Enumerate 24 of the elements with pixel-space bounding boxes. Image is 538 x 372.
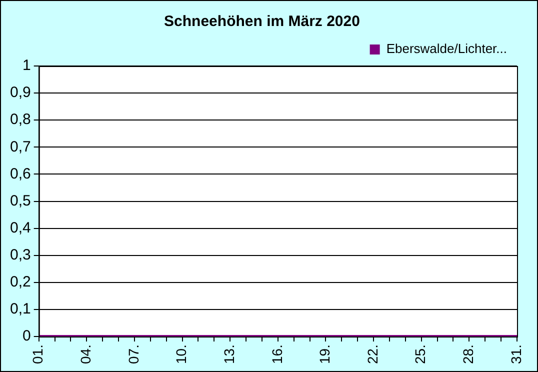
- x-tick-label: 01.: [30, 344, 46, 364]
- y-tick-label: 0,9: [10, 84, 31, 102]
- y-tick-label: 0,4: [10, 219, 31, 236]
- chart-title: Schneehöhen im März 2020: [164, 13, 360, 30]
- x-tick-label: 16.: [268, 344, 285, 364]
- legend-label: Eberswalde/Lichter...: [386, 41, 508, 56]
- x-tick-label: 31.: [508, 344, 524, 364]
- x-tick-label: 10.: [173, 344, 190, 364]
- y-tick-label: 0,6: [10, 165, 31, 182]
- y-tick-label: 0,8: [10, 111, 31, 128]
- x-tick-label: 28.: [460, 344, 476, 364]
- x-tick-label: 25.: [412, 344, 428, 364]
- y-tick-label: 0,2: [10, 274, 31, 291]
- y-tick-label: 0,3: [10, 246, 31, 264]
- y-tick-label: 0,7: [10, 138, 31, 156]
- y-tick-label: 0,1: [10, 300, 31, 318]
- y-tick-label: 0: [22, 328, 31, 345]
- x-tick-label: 22.: [364, 344, 380, 364]
- y-tick-label: 0,5: [10, 192, 31, 210]
- x-tick-label: 07.: [125, 344, 142, 364]
- x-tick-label: 19.: [316, 344, 333, 364]
- y-tick-label: 1: [22, 57, 31, 74]
- x-tick-label: 13.: [220, 344, 237, 364]
- x-tick-label: 04.: [78, 344, 94, 364]
